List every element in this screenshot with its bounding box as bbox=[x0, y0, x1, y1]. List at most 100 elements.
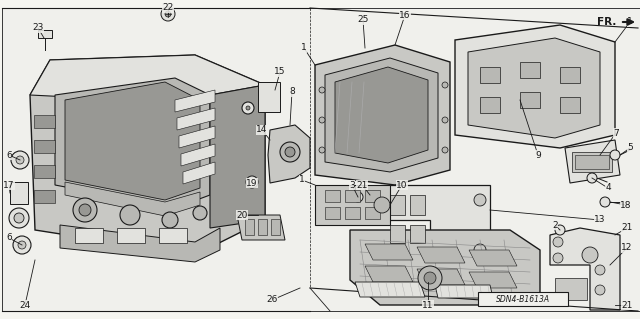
Polygon shape bbox=[34, 115, 55, 128]
Polygon shape bbox=[65, 82, 200, 200]
Bar bbox=[345, 190, 360, 202]
Polygon shape bbox=[365, 244, 413, 260]
Text: 5: 5 bbox=[627, 144, 633, 152]
Polygon shape bbox=[30, 55, 265, 255]
Circle shape bbox=[13, 236, 31, 254]
Bar bbox=[575, 155, 609, 169]
Circle shape bbox=[319, 117, 325, 123]
Circle shape bbox=[193, 206, 207, 220]
Polygon shape bbox=[315, 45, 450, 185]
Polygon shape bbox=[365, 266, 413, 282]
Bar bbox=[258, 219, 267, 235]
Polygon shape bbox=[468, 38, 600, 138]
Circle shape bbox=[11, 151, 29, 169]
Text: 16: 16 bbox=[399, 11, 411, 19]
Polygon shape bbox=[183, 162, 215, 184]
Text: 8: 8 bbox=[289, 87, 295, 97]
Text: 20: 20 bbox=[236, 211, 248, 219]
Circle shape bbox=[418, 266, 442, 290]
Text: 15: 15 bbox=[275, 68, 285, 77]
Text: 26: 26 bbox=[266, 295, 278, 305]
Polygon shape bbox=[315, 185, 390, 225]
Bar bbox=[520, 92, 540, 108]
Circle shape bbox=[600, 197, 610, 207]
Text: 1: 1 bbox=[299, 175, 305, 184]
Circle shape bbox=[18, 241, 26, 249]
Bar bbox=[325, 190, 340, 202]
Bar bbox=[271, 219, 280, 235]
Circle shape bbox=[246, 176, 258, 188]
Polygon shape bbox=[380, 185, 490, 265]
Bar bbox=[478, 292, 568, 306]
Circle shape bbox=[14, 213, 24, 223]
Circle shape bbox=[442, 117, 448, 123]
Bar bbox=[410, 195, 425, 215]
Bar bbox=[365, 190, 380, 202]
Text: 13: 13 bbox=[595, 216, 605, 225]
Bar bbox=[258, 82, 280, 112]
Circle shape bbox=[442, 82, 448, 88]
Circle shape bbox=[246, 106, 250, 110]
Polygon shape bbox=[177, 108, 215, 130]
Text: 25: 25 bbox=[357, 16, 369, 25]
Bar bbox=[365, 207, 380, 219]
Bar bbox=[572, 152, 612, 172]
Bar bbox=[10, 182, 28, 204]
Polygon shape bbox=[159, 228, 187, 243]
Bar bbox=[520, 62, 540, 78]
Circle shape bbox=[595, 265, 605, 275]
Circle shape bbox=[120, 205, 140, 225]
Polygon shape bbox=[181, 144, 215, 166]
Circle shape bbox=[374, 197, 390, 213]
Text: 11: 11 bbox=[422, 300, 434, 309]
Bar bbox=[410, 225, 425, 243]
Polygon shape bbox=[268, 125, 310, 183]
Circle shape bbox=[610, 150, 620, 160]
Text: 6: 6 bbox=[6, 234, 12, 242]
Circle shape bbox=[474, 194, 486, 206]
Circle shape bbox=[9, 208, 29, 228]
Circle shape bbox=[165, 11, 171, 17]
Text: 9: 9 bbox=[535, 151, 541, 160]
Polygon shape bbox=[237, 215, 285, 240]
Polygon shape bbox=[469, 272, 517, 288]
Circle shape bbox=[353, 192, 363, 202]
Circle shape bbox=[474, 244, 486, 256]
Text: 1: 1 bbox=[627, 18, 633, 26]
Circle shape bbox=[79, 204, 91, 216]
Bar bbox=[245, 219, 254, 235]
Circle shape bbox=[442, 147, 448, 153]
Polygon shape bbox=[175, 90, 215, 112]
Circle shape bbox=[587, 173, 597, 183]
Bar bbox=[325, 207, 340, 219]
Polygon shape bbox=[65, 182, 200, 216]
Circle shape bbox=[280, 142, 300, 162]
Circle shape bbox=[16, 156, 24, 164]
Polygon shape bbox=[325, 58, 438, 172]
Text: 21: 21 bbox=[356, 181, 368, 189]
Polygon shape bbox=[469, 250, 517, 266]
Polygon shape bbox=[350, 230, 540, 305]
Bar bbox=[345, 207, 360, 219]
Bar bbox=[560, 67, 580, 83]
Text: 23: 23 bbox=[32, 24, 44, 33]
Circle shape bbox=[553, 253, 563, 263]
Text: 24: 24 bbox=[19, 300, 31, 309]
Polygon shape bbox=[355, 282, 425, 297]
Text: SDN4-B1613A: SDN4-B1613A bbox=[496, 294, 550, 303]
Circle shape bbox=[319, 147, 325, 153]
Text: 7: 7 bbox=[613, 129, 619, 137]
Text: 2: 2 bbox=[552, 220, 558, 229]
Polygon shape bbox=[565, 140, 620, 183]
Text: 10: 10 bbox=[396, 181, 408, 189]
Polygon shape bbox=[417, 269, 465, 285]
Text: 22: 22 bbox=[163, 4, 173, 12]
Circle shape bbox=[595, 285, 605, 295]
Circle shape bbox=[555, 225, 565, 235]
Bar bbox=[38, 30, 52, 38]
Polygon shape bbox=[210, 85, 265, 228]
Text: 3: 3 bbox=[349, 181, 355, 189]
Circle shape bbox=[424, 272, 436, 284]
Polygon shape bbox=[34, 140, 55, 153]
Circle shape bbox=[161, 7, 175, 21]
